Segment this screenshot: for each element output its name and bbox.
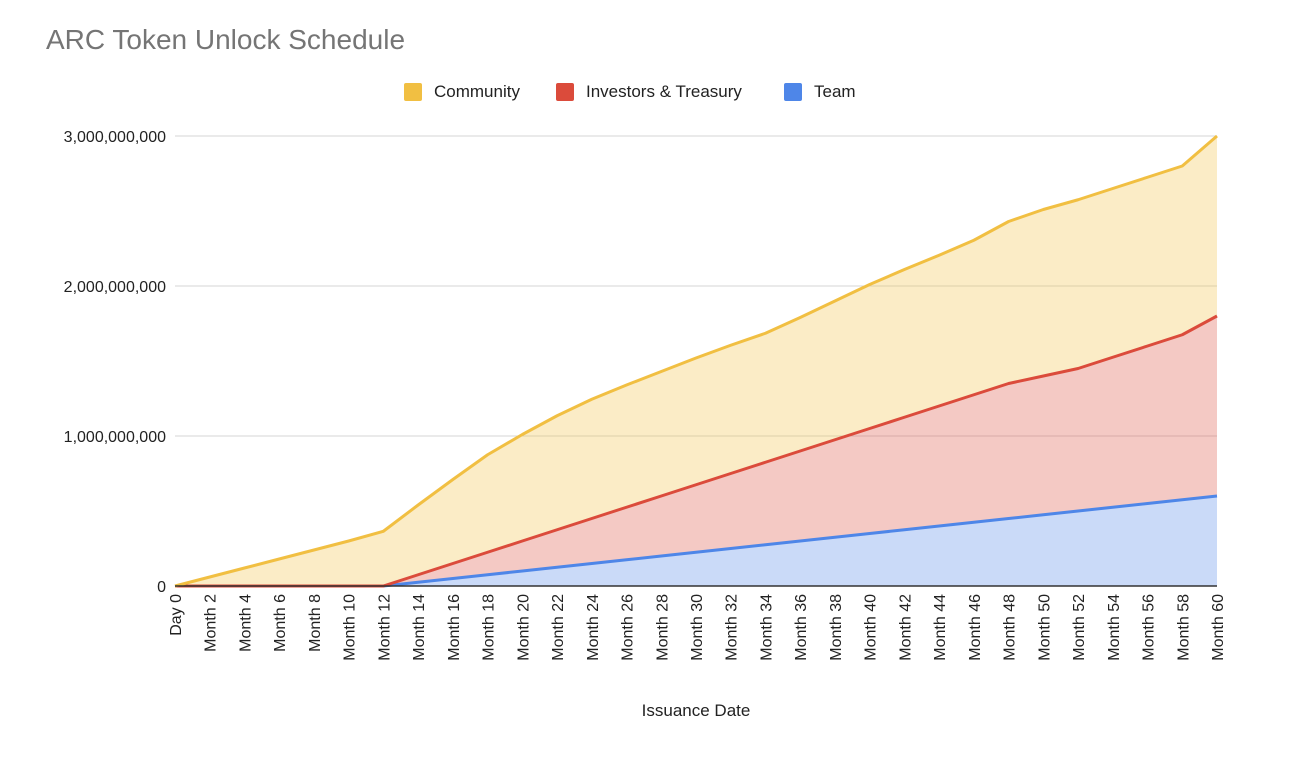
- legend-label-team: Team: [814, 82, 856, 101]
- y-tick-label: 2,000,000,000: [64, 279, 166, 296]
- area-investors-treasury: [175, 316, 1217, 586]
- x-axis-label: Issuance Date: [642, 701, 751, 720]
- x-tick-label: Month 10: [342, 594, 359, 661]
- x-tick-label: Month 44: [932, 594, 949, 661]
- x-tick-label: Month 30: [689, 594, 706, 661]
- x-tick-label: Month 24: [585, 594, 602, 661]
- legend-label-community: Community: [434, 82, 520, 101]
- legend-swatch-investors-treasury: [556, 83, 574, 101]
- x-tick-label: Month 36: [793, 594, 810, 661]
- x-tick-label: Month 12: [376, 594, 393, 661]
- line-community: [174, 134, 1218, 588]
- legend-item-team[interactable]: Team: [784, 80, 856, 104]
- legend-item-community[interactable]: Community: [404, 80, 520, 104]
- x-tick-label: Month 8: [307, 594, 324, 652]
- x-tick-label: Month 58: [1175, 594, 1192, 661]
- x-tick-label: Month 56: [1141, 594, 1158, 661]
- x-tick-label: Month 16: [446, 594, 463, 661]
- area-team: [175, 496, 1217, 586]
- x-tick-label: Month 50: [1036, 594, 1053, 661]
- y-tick-label: 1,000,000,000: [64, 429, 166, 446]
- x-tick-label: Month 20: [515, 594, 532, 661]
- x-tick-label: Month 22: [550, 594, 567, 661]
- legend-item-investors-treasury[interactable]: Investors & Treasury: [556, 80, 742, 104]
- x-tick-label: Day 0: [168, 594, 185, 636]
- x-tick-label: Month 48: [1002, 594, 1019, 661]
- legend-label-investors-treasury: Investors & Treasury: [586, 82, 742, 101]
- chart-title: ARC Token Unlock Schedule: [46, 24, 406, 55]
- x-tick-label: Month 40: [863, 594, 880, 661]
- y-tick-label: 3,000,000,000: [64, 129, 166, 146]
- x-tick-label: Month 18: [481, 594, 498, 661]
- legend-swatch-community: [404, 83, 422, 101]
- x-tick-label: Month 6: [272, 594, 289, 652]
- x-tick-label: Month 14: [411, 594, 428, 661]
- x-tick-label: Month 42: [897, 594, 914, 661]
- x-tick-label: Month 54: [1106, 594, 1123, 661]
- x-tick-label: Month 60: [1210, 594, 1227, 661]
- x-tick-label: Month 52: [1071, 594, 1088, 661]
- x-tick-label: Month 32: [724, 594, 741, 661]
- legend-swatch-team: [784, 83, 802, 101]
- x-tick-label: Month 46: [967, 594, 984, 661]
- x-tick-label: Month 4: [237, 594, 254, 652]
- x-tick-label: Month 2: [203, 594, 220, 652]
- x-tick-label: Month 34: [758, 594, 775, 661]
- x-tick-label: Month 38: [828, 594, 845, 661]
- x-tick-label: Month 26: [620, 594, 637, 661]
- legend: Community Investors & Treasury Team: [0, 80, 1290, 104]
- y-tick-label: 0: [157, 579, 166, 596]
- x-tick-label: Month 28: [654, 594, 671, 661]
